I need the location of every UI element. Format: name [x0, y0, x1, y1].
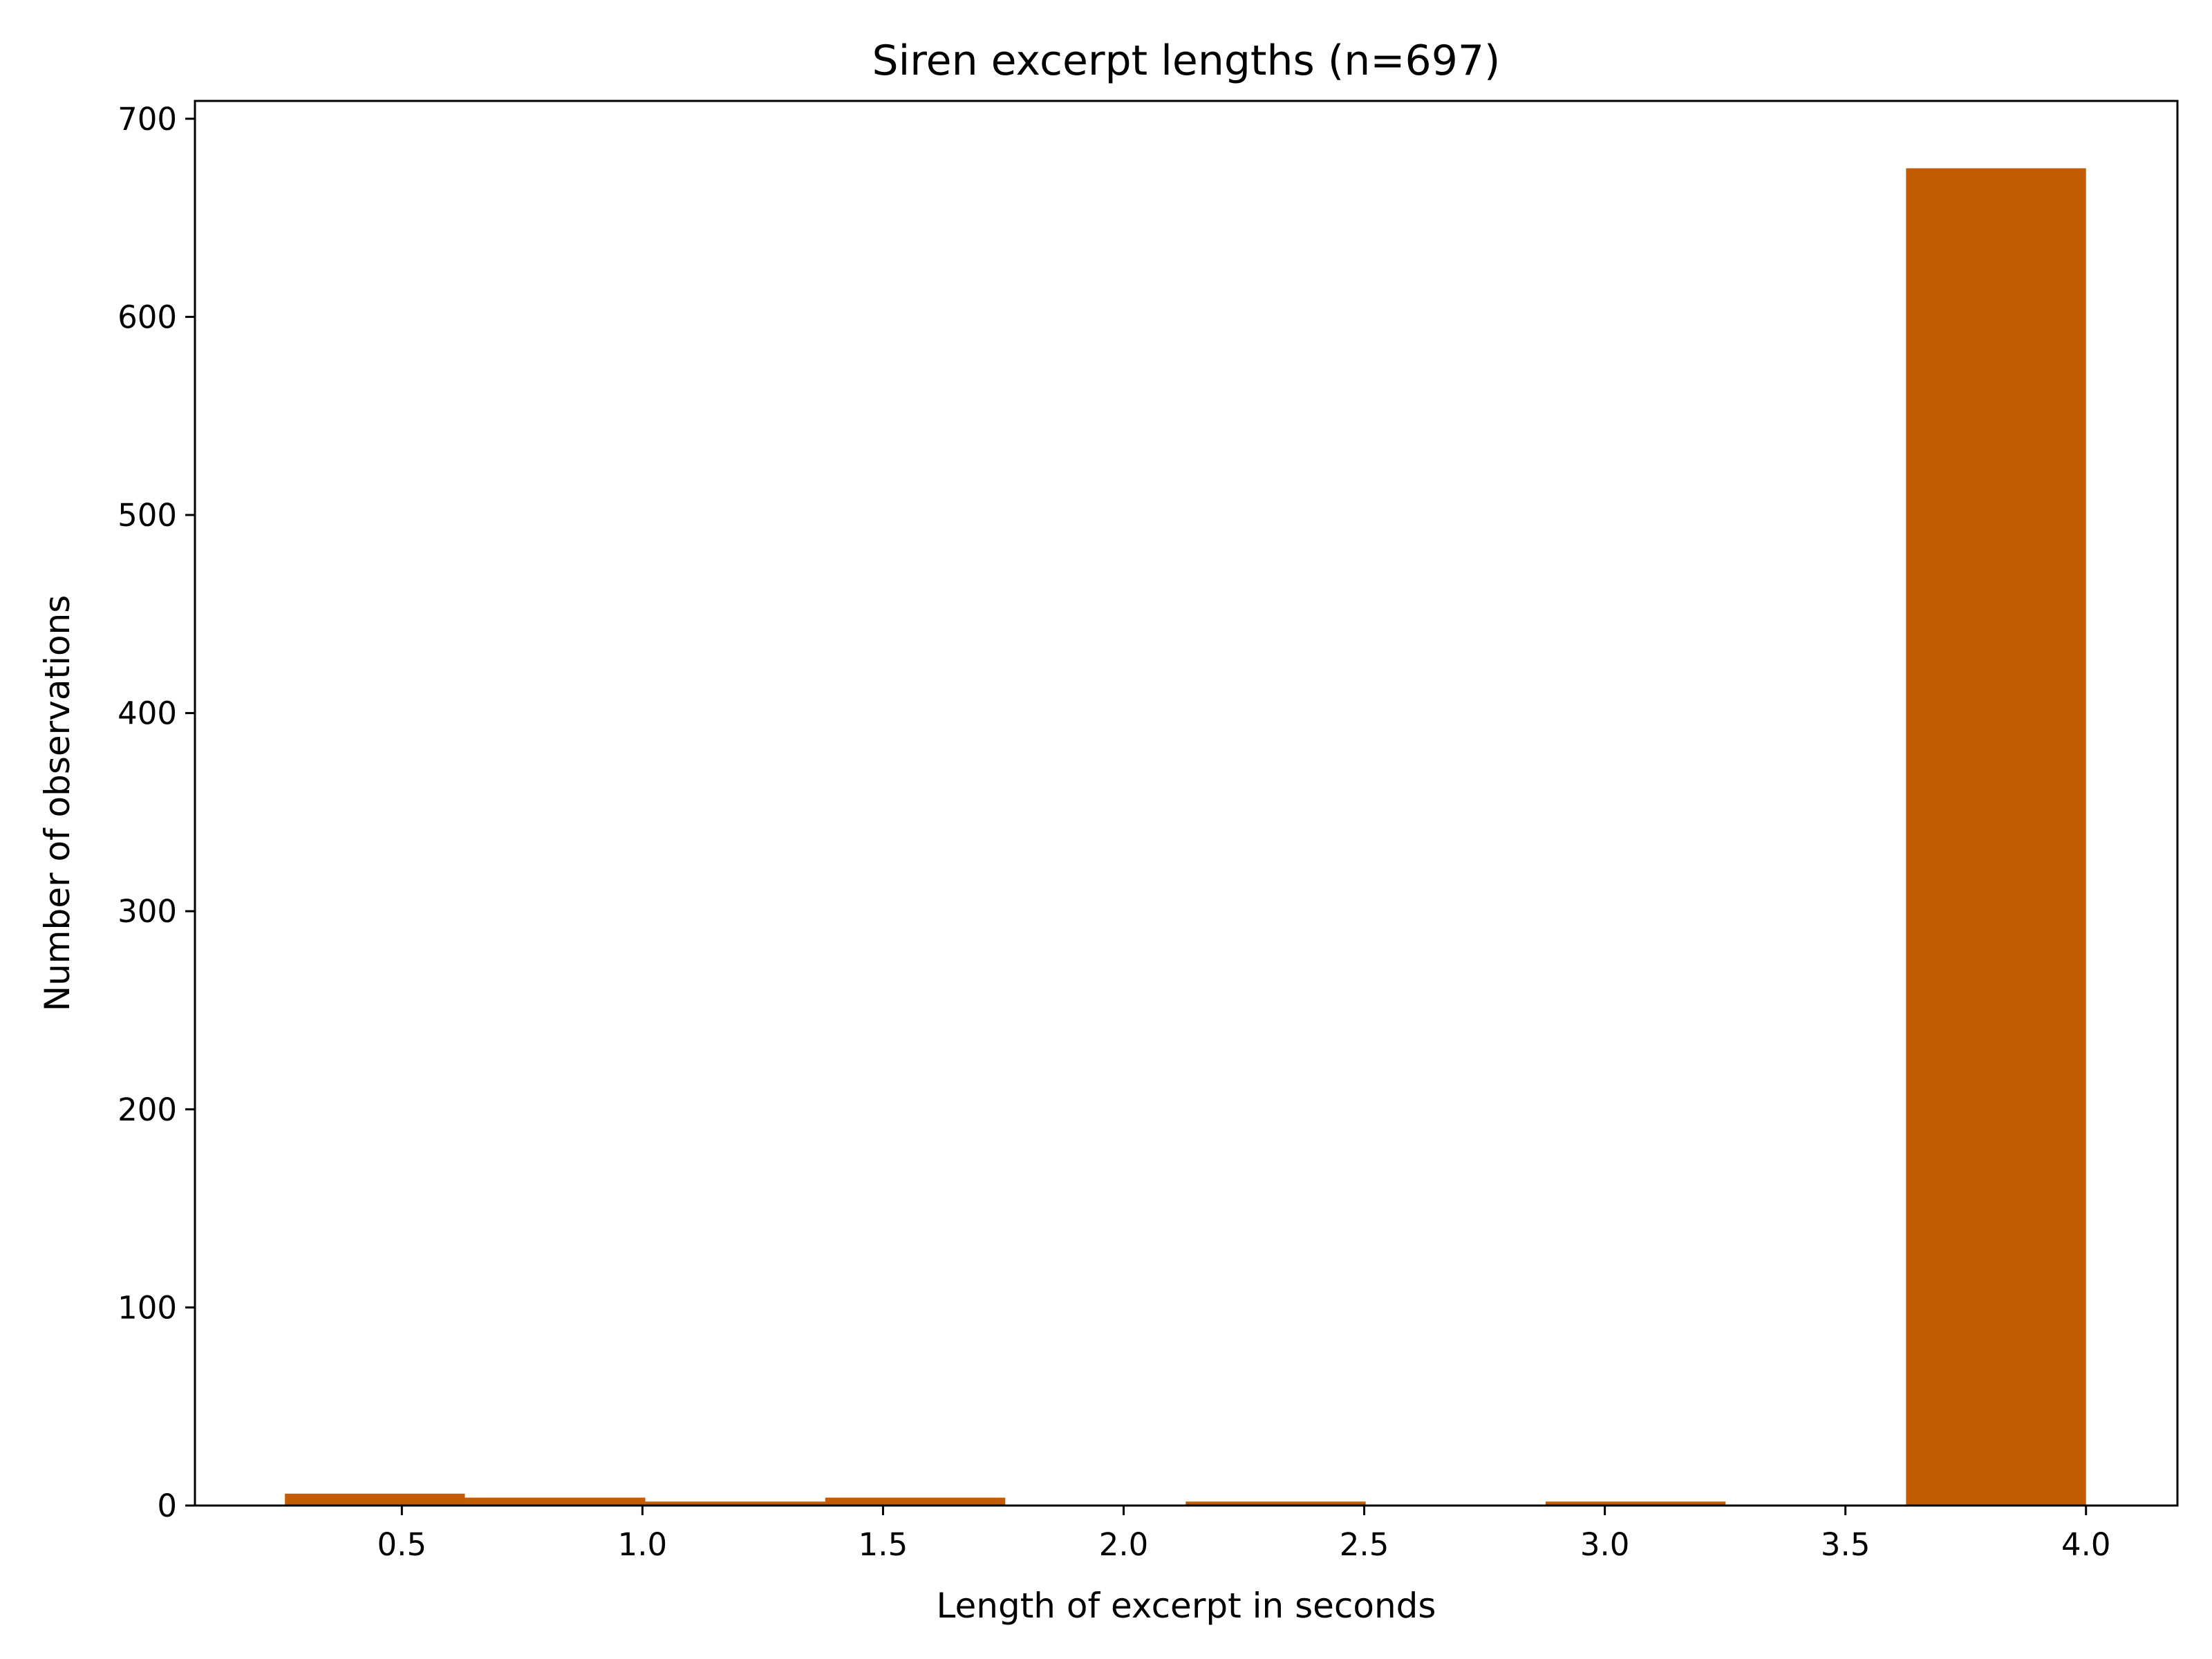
histogram-bar — [825, 1497, 1006, 1506]
y-axis-label: Number of observations — [37, 595, 77, 1012]
x-tick-label: 2.5 — [1340, 1526, 1389, 1563]
x-tick-label: 0.5 — [377, 1526, 427, 1563]
x-tick-label: 2.0 — [1099, 1526, 1149, 1563]
y-tick-label: 200 — [118, 1091, 177, 1128]
y-tick-label: 300 — [118, 893, 177, 930]
x-axis-ticks: 0.5 1.0 1.5 2.0 2.5 3.0 3.5 4.0 — [377, 1506, 2111, 1563]
y-tick-label: 700 — [118, 101, 177, 138]
x-axis-label: Length of excerpt in seconds — [937, 1586, 1436, 1626]
y-tick-label: 500 — [118, 497, 177, 534]
x-tick-label: 3.5 — [1821, 1526, 1871, 1563]
chart-title: Siren excerpt lengths (n=697) — [872, 37, 1501, 85]
histogram-bar — [285, 1493, 465, 1506]
x-tick-label: 1.5 — [859, 1526, 908, 1563]
x-tick-label: 3.0 — [1580, 1526, 1630, 1563]
y-tick-label: 600 — [118, 299, 177, 335]
x-tick-label: 1.0 — [618, 1526, 668, 1563]
x-tick-label: 4.0 — [2061, 1526, 2111, 1563]
histogram-bar — [645, 1501, 825, 1506]
y-tick-label: 0 — [157, 1488, 177, 1524]
plot-frame — [194, 100, 2179, 1507]
y-axis-ticks: 0 100 200 300 400 500 600 700 — [118, 101, 195, 1524]
y-tick-label: 400 — [118, 695, 177, 732]
y-tick-label: 100 — [118, 1289, 177, 1326]
bars-group — [285, 168, 2086, 1506]
histogram-bar — [1185, 1501, 1366, 1506]
histogram-bar — [1546, 1501, 1726, 1506]
histogram-bar — [1906, 168, 2086, 1506]
histogram-bar — [465, 1497, 646, 1506]
